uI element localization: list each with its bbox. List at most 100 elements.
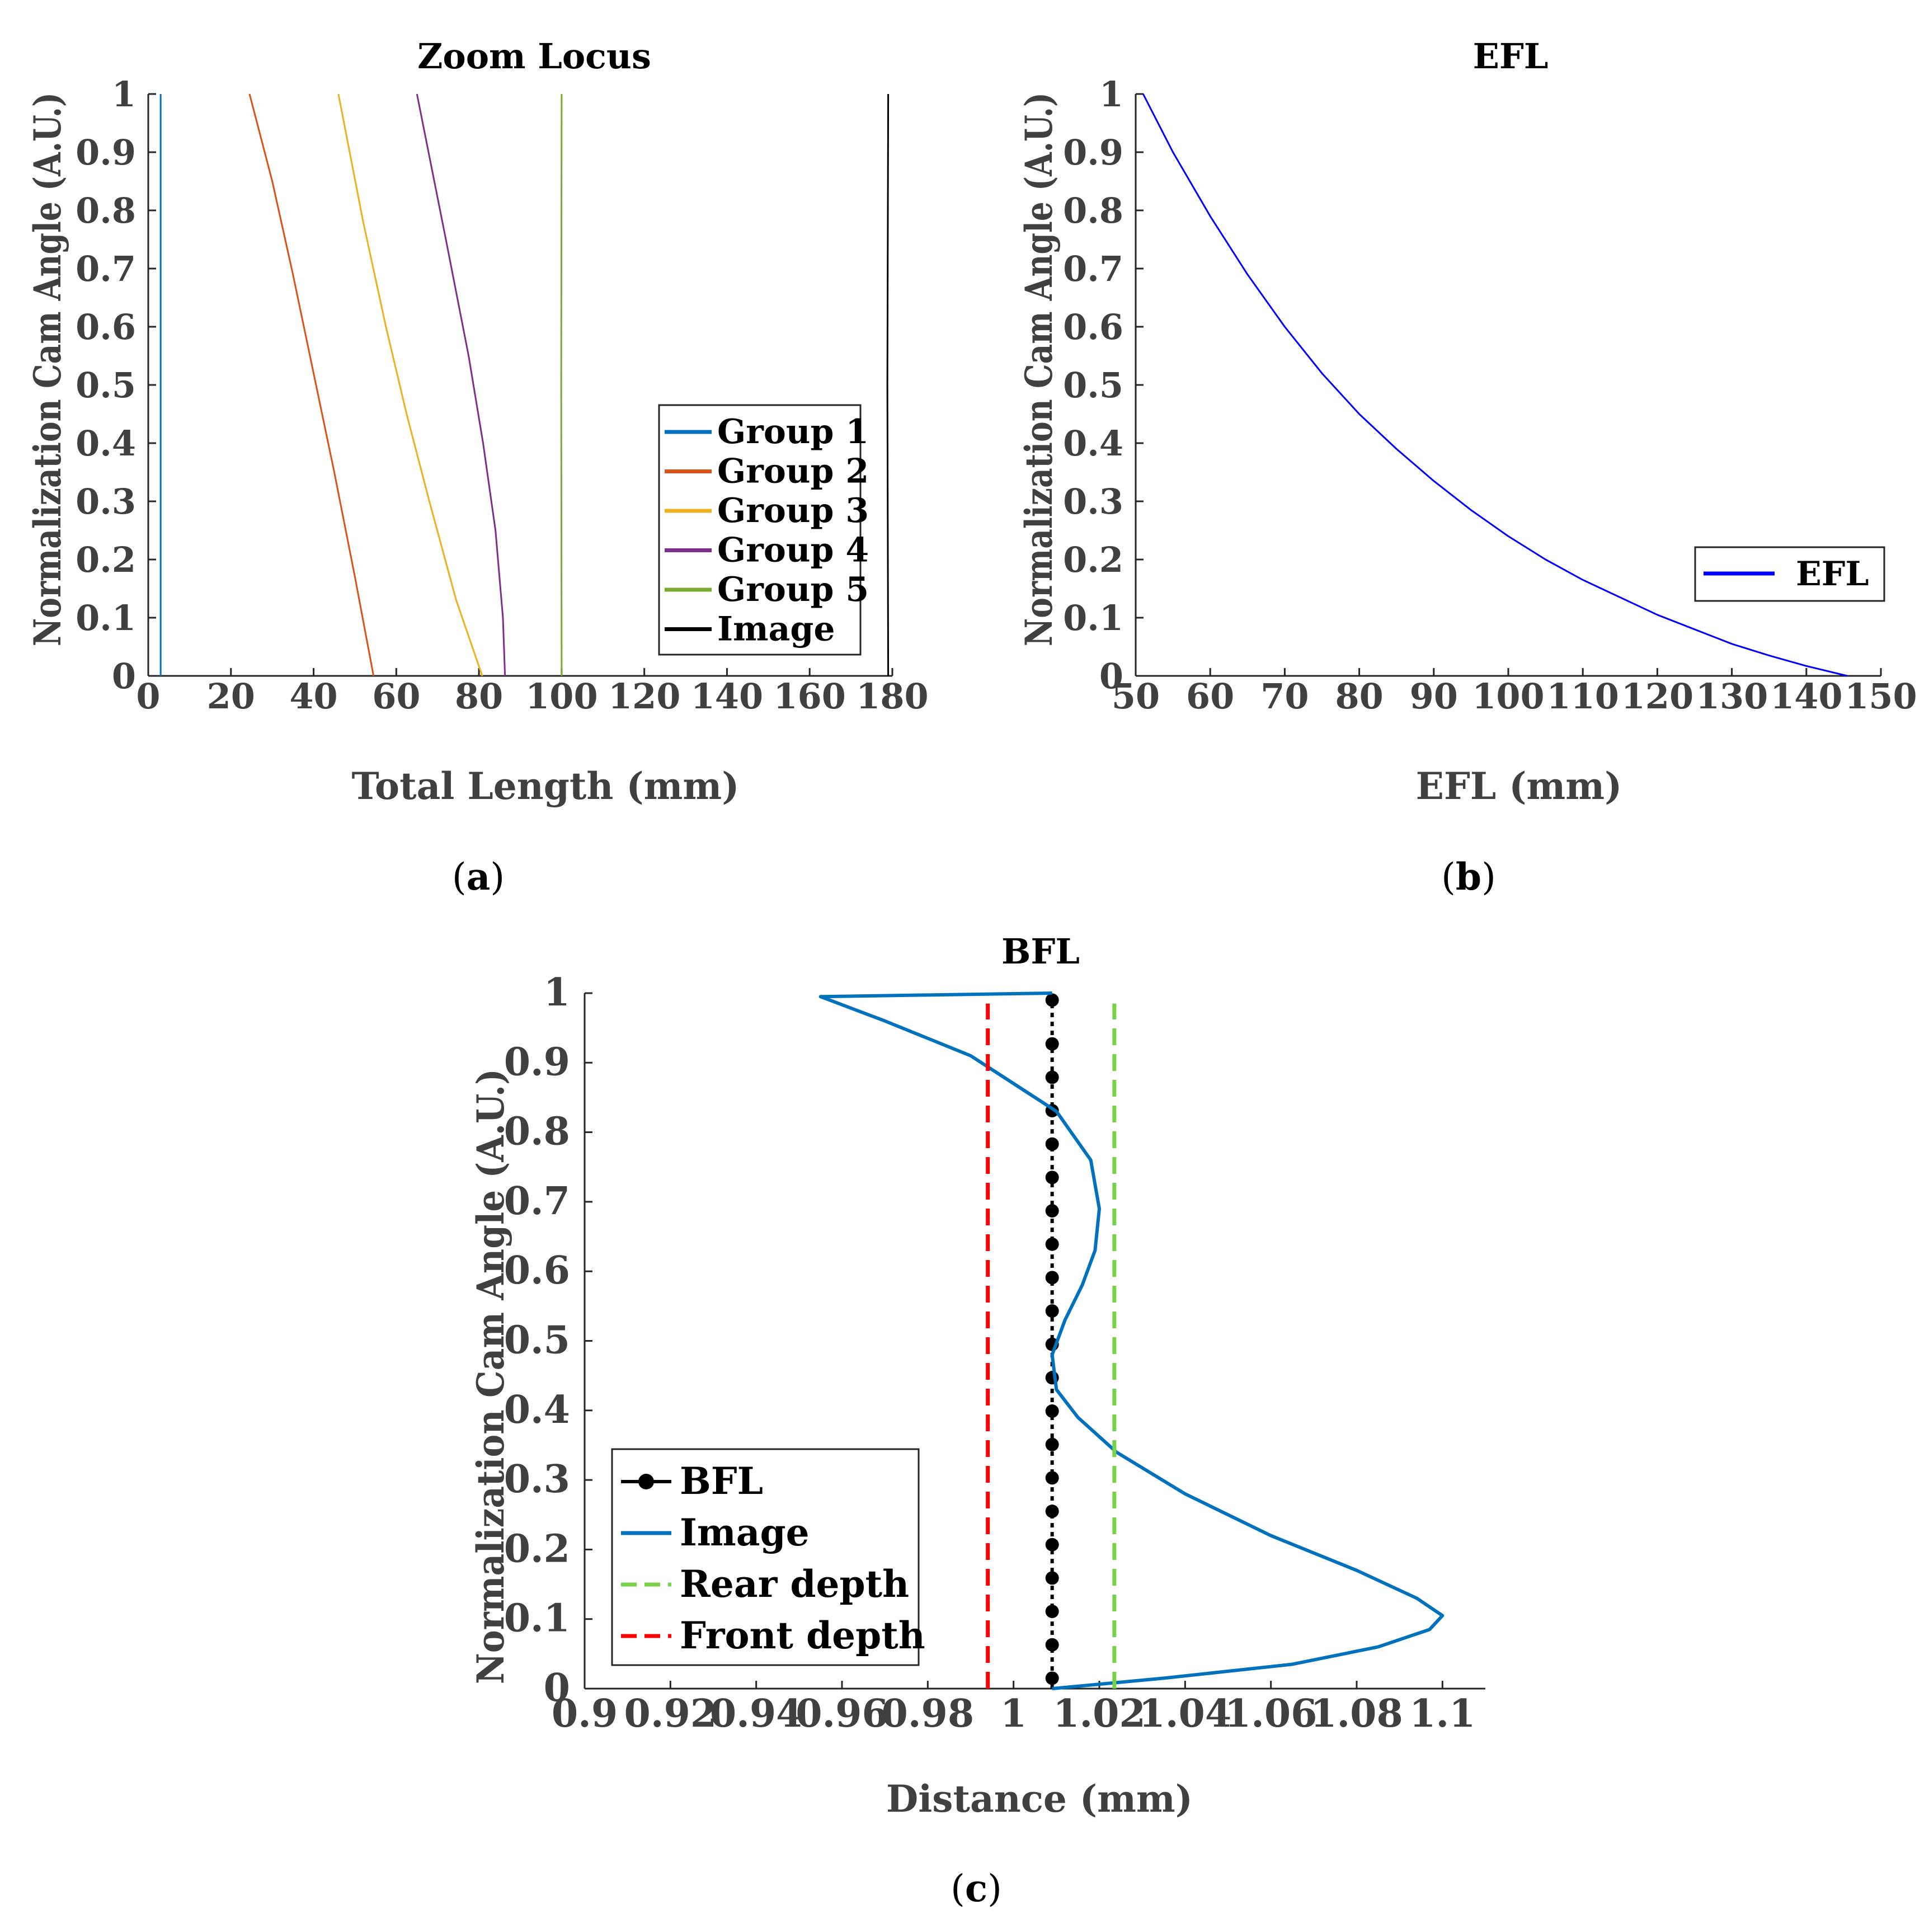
- legend-item-bfl-label: BFL: [680, 1459, 763, 1503]
- y-tick-label: 0.7: [76, 248, 136, 289]
- x-tick-label: 0.98: [882, 1691, 975, 1736]
- chart-zoom-locus: Zoom Locus (a) 0 20 40 60 80 100 120 140 160 180 0…: [26, 36, 929, 899]
- x-tick-label: 1.08: [1310, 1691, 1403, 1736]
- x-tick-label: 60: [1186, 676, 1234, 717]
- series-bfl-marker: [1045, 1304, 1059, 1318]
- series-bfl-marker: [1045, 1037, 1059, 1051]
- x-tick-label: 40: [289, 676, 337, 717]
- legend-item-group-2-label: Group 2: [717, 452, 869, 491]
- chart-c-legend-box: [611, 1448, 920, 1666]
- x-tick-label: 60: [372, 676, 420, 717]
- chart-c-axes: 0.9 0.920.940.960.98 1 1.021.041.061.08 1.10…: [504, 970, 1485, 1736]
- x-tick-label: 110: [1546, 676, 1619, 717]
- y-tick-label: 0.2: [76, 539, 136, 580]
- x-tick-label: 90: [1410, 676, 1458, 717]
- chart-efl: EFL (b) 50 60 70 80 90 100 110 120 130 140 150 0 0.1…: [1017, 36, 1917, 899]
- chart-b-ylabel: Normalization Cam Angle (A.U.): [1017, 92, 1061, 646]
- series-bfl-marker: [1045, 1437, 1059, 1451]
- series-bfl-marker: [1045, 1671, 1059, 1685]
- legend-item-rear-depth-label: Rear depth: [680, 1562, 909, 1606]
- x-tick-label: 100: [1472, 676, 1544, 717]
- y-tick-label: 0.3: [76, 481, 136, 522]
- x-tick-label: 1.04: [1139, 1691, 1232, 1736]
- series-bfl-marker: [1045, 1237, 1059, 1251]
- y-tick-label: 0.6: [504, 1248, 570, 1293]
- chart-b-legend: EFL: [1694, 546, 1885, 602]
- legend-item-group-3-label: Group 3: [717, 491, 869, 530]
- y-tick-label: 0.9: [504, 1040, 570, 1084]
- y-tick-label: 0.4: [1063, 423, 1123, 464]
- series-bfl-marker: [1045, 1137, 1059, 1151]
- x-tick-label: 0.94: [710, 1691, 803, 1736]
- y-tick-label: 0.8: [1063, 190, 1123, 231]
- series-group-3-line: [337, 93, 483, 676]
- chart-c-caption-letter: c: [965, 1867, 987, 1910]
- x-tick-label: 1.02: [1053, 1691, 1146, 1736]
- legend-item-group-5-label: Group 5: [717, 570, 869, 609]
- y-tick-label: 0.8: [76, 190, 136, 231]
- series-bfl-marker: [1045, 1571, 1059, 1585]
- series-image-line: [818, 991, 1445, 1690]
- y-tick-label: 0: [112, 656, 136, 697]
- legend-item-image-label: Image: [680, 1511, 810, 1554]
- chart-c-title: BFL: [1001, 931, 1080, 972]
- series-image-line: [886, 93, 890, 676]
- y-tick-label: 0.1: [1063, 598, 1123, 638]
- chart-a-xlabel: Total Length (mm): [352, 764, 740, 808]
- legend-item-image-label: Image: [717, 610, 835, 649]
- chart-b-axes: 50 60 70 80 90 100 110 120 130 140 150 0 0.1 0.2 0.3 0.…: [1063, 74, 1917, 717]
- y-tick-label: 1: [1099, 74, 1123, 115]
- x-tick-label: 70: [1260, 676, 1309, 717]
- series-bfl-marker: [1045, 1538, 1059, 1552]
- series-bfl-marker: [1045, 1271, 1059, 1285]
- chart-c-legend: BFL Image Rear depth Front depth: [611, 1448, 925, 1666]
- x-tick-label: 160: [774, 676, 846, 717]
- x-tick-label: 100: [525, 676, 597, 717]
- x-tick-label: 50: [1112, 676, 1160, 717]
- legend-item-group-1-label: Group 1: [717, 412, 869, 452]
- series-bfl-marker: [1045, 1171, 1059, 1184]
- series-efl-line: [1142, 93, 1848, 677]
- x-tick-label: 120: [608, 676, 680, 717]
- series-group-4-line: [416, 93, 506, 676]
- y-tick-label: 0.3: [1063, 481, 1123, 522]
- x-tick-label: 0: [136, 676, 160, 717]
- x-tick-label: 80: [1335, 676, 1383, 717]
- x-tick-label: 130: [1696, 676, 1768, 717]
- y-tick-label: 0.4: [504, 1388, 570, 1432]
- x-tick-label: 180: [856, 676, 928, 717]
- y-tick-label: 0.2: [504, 1526, 570, 1571]
- x-tick-label: 0.9: [552, 1691, 618, 1736]
- x-tick-label: 140: [1770, 676, 1842, 717]
- y-tick-label: 0: [1099, 656, 1123, 697]
- series-group-2-line: [248, 93, 375, 676]
- series-group-5-line: [560, 93, 563, 676]
- chart-a-axes: 0 20 40 60 80 100 120 140 160 18000.10.20.30.40.5…: [76, 74, 929, 717]
- legend-item-bfl-marker: [638, 1474, 654, 1489]
- y-tick-label: 1: [544, 970, 570, 1015]
- chart-c-ylabel: Normalization Cam Angle (A.U.): [469, 1069, 512, 1684]
- y-tick-label: 0.7: [1063, 248, 1123, 289]
- y-tick-label: 0.8: [504, 1110, 570, 1154]
- y-tick-label: 0.4: [76, 423, 136, 464]
- y-tick-label: 0.5: [504, 1318, 570, 1363]
- series-bfl-marker: [1045, 1505, 1059, 1519]
- y-tick-label: 0.7: [504, 1179, 570, 1224]
- legend-item-efl-label: EFL: [1796, 554, 1869, 594]
- series-bfl-marker: [1045, 1638, 1059, 1652]
- x-tick-label: 1.1: [1409, 1691, 1475, 1736]
- x-tick-label: 140: [691, 676, 763, 717]
- chart-b-xlabel: EFL (mm): [1416, 764, 1622, 808]
- x-tick-label: 80: [455, 676, 503, 717]
- x-tick-label: 150: [1845, 676, 1917, 717]
- y-tick-label: 0.1: [76, 598, 136, 638]
- y-tick-label: 0.5: [1063, 365, 1123, 406]
- chart-c-xlabel: Distance (mm): [886, 1777, 1193, 1821]
- y-tick-label: 0.9: [1063, 132, 1123, 173]
- chart-c-caption: (c): [951, 1867, 1002, 1910]
- y-tick-label: 0.6: [76, 307, 136, 347]
- chart-a-caption-letter: a: [467, 855, 491, 899]
- chart-b-caption: (b): [1441, 855, 1496, 899]
